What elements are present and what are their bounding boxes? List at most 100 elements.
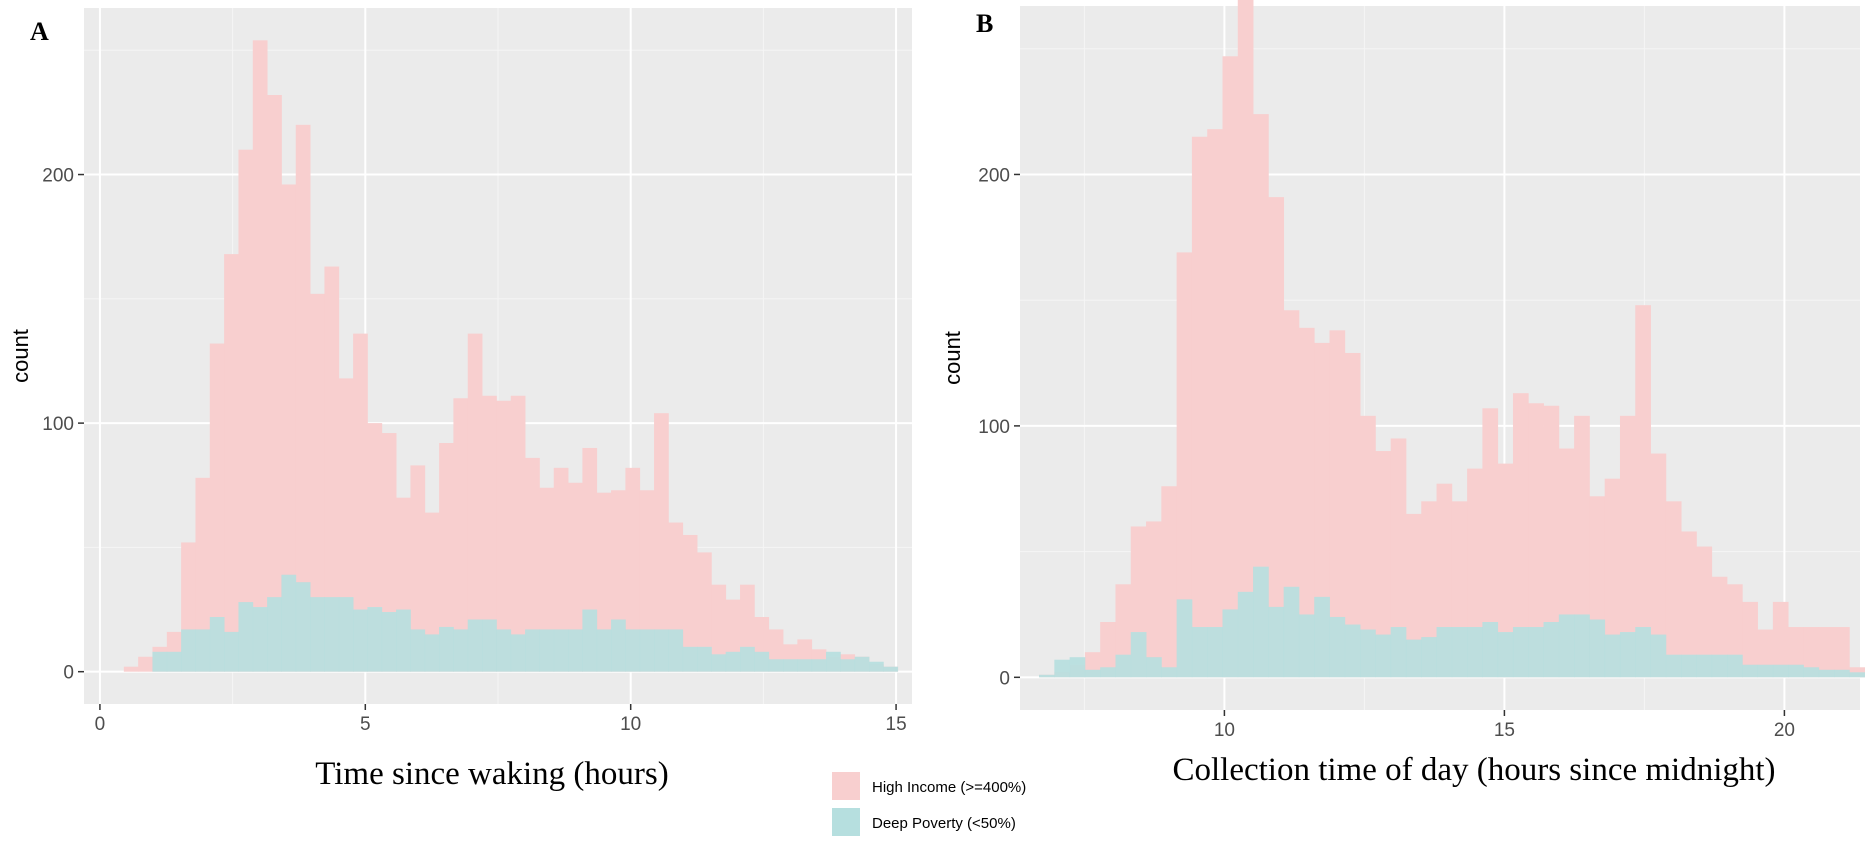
bar-high-income [1574, 415, 1590, 678]
bar-high-income [1635, 305, 1651, 678]
bar-high-income [252, 40, 268, 672]
bar-deep-poverty [1176, 599, 1193, 678]
bar-deep-poverty [1421, 637, 1437, 678]
bar-high-income [1803, 627, 1820, 678]
bar-high-income [1528, 403, 1544, 678]
bar-high-income [1512, 393, 1529, 678]
bar-deep-poverty [482, 619, 497, 672]
bar-deep-poverty [1451, 627, 1468, 678]
bar-deep-poverty [152, 651, 168, 672]
bar-deep-poverty [295, 582, 311, 672]
bar-deep-poverty [711, 654, 727, 672]
bar-deep-poverty [1711, 654, 1728, 678]
bar-deep-poverty [1574, 614, 1590, 678]
bar-deep-poverty [654, 629, 669, 672]
x-tick-label: 20 [1774, 720, 1795, 741]
panel-b-ylabel: count [940, 331, 965, 385]
bar-high-income [1834, 627, 1850, 678]
bar-deep-poverty [1665, 654, 1682, 678]
bar-deep-poverty [310, 597, 325, 672]
y-tick-label: 100 [42, 414, 74, 435]
bar-deep-poverty [1329, 616, 1346, 678]
x-tick-label: 0 [95, 714, 106, 735]
bar-deep-poverty [553, 629, 569, 672]
bar-deep-poverty [1788, 664, 1804, 678]
bar-high-income [467, 333, 483, 672]
bar-deep-poverty [381, 612, 397, 672]
bar-high-income [1818, 627, 1835, 678]
panel-a-xlabel: Time since waking (hours) [315, 756, 669, 792]
bar-deep-poverty [410, 629, 426, 672]
bar-deep-poverty [1849, 672, 1865, 678]
bar-deep-poverty [1207, 627, 1223, 678]
bar-high-income [295, 124, 311, 672]
bar-deep-poverty [1054, 659, 1071, 678]
bar-high-income [209, 343, 225, 672]
bar-deep-poverty [596, 629, 612, 672]
bar-high-income [639, 490, 655, 672]
bar-deep-poverty [1360, 629, 1376, 678]
bar-deep-poverty [1834, 669, 1850, 678]
bar-deep-poverty [1222, 609, 1239, 678]
bar-deep-poverty [510, 634, 526, 672]
bar-deep-poverty [1696, 654, 1713, 678]
bar-deep-poverty [826, 651, 841, 672]
legend: High Income (>=400%) Deep Poverty (<50%) [832, 772, 1026, 836]
bar-high-income [1115, 584, 1132, 678]
bar-deep-poverty [224, 631, 239, 672]
bar-high-income [1665, 501, 1682, 678]
bar-high-income [1711, 576, 1728, 678]
legend-key-deep-poverty [832, 808, 860, 836]
bar-deep-poverty [1727, 654, 1743, 678]
bar-high-income [324, 266, 340, 672]
bar-high-income [138, 656, 153, 672]
bar-deep-poverty [1803, 667, 1820, 678]
bar-high-income [1543, 405, 1560, 678]
bar-high-income [525, 457, 540, 672]
bar-high-income [424, 512, 440, 672]
bar-deep-poverty [1772, 664, 1789, 678]
bar-deep-poverty [869, 661, 884, 672]
bar-high-income [1375, 451, 1392, 678]
bar-deep-poverty [353, 609, 368, 672]
bar-deep-poverty [1619, 632, 1636, 678]
legend-label-high-income: High Income (>=400%) [872, 779, 1026, 796]
bar-high-income [1696, 546, 1713, 678]
bar-deep-poverty [424, 634, 440, 672]
bar-high-income [1604, 478, 1621, 678]
bar-deep-poverty [1497, 632, 1514, 678]
bar-deep-poverty [496, 629, 512, 672]
bar-deep-poverty [252, 607, 268, 672]
bar-deep-poverty [783, 659, 798, 672]
bar-high-income [1268, 197, 1285, 678]
bar-high-income [410, 465, 426, 672]
bar-deep-poverty [1818, 669, 1835, 678]
bar-deep-poverty [625, 629, 641, 672]
bar-deep-poverty [1084, 669, 1101, 678]
bar-deep-poverty [338, 597, 354, 672]
bar-high-income [1298, 327, 1315, 678]
bar-deep-poverty [1558, 614, 1575, 678]
bar-deep-poverty [238, 602, 254, 672]
bar-high-income [711, 584, 727, 672]
bar-high-income [453, 398, 469, 672]
bar-deep-poverty [668, 629, 684, 672]
bar-deep-poverty [1512, 627, 1529, 678]
bar-high-income [596, 492, 612, 672]
bar-deep-poverty [1482, 622, 1499, 678]
bar-high-income [1482, 408, 1499, 678]
bar-high-income [1421, 501, 1437, 678]
bar-high-income [267, 95, 282, 672]
bar-deep-poverty [1115, 654, 1132, 678]
bar-high-income [1314, 342, 1330, 678]
bar-high-income [625, 467, 641, 672]
bar-deep-poverty [1314, 596, 1330, 678]
bar-deep-poverty [1253, 566, 1269, 678]
bar-deep-poverty [525, 629, 540, 672]
bar-high-income [1619, 415, 1636, 678]
bar-deep-poverty [611, 619, 626, 672]
bar-deep-poverty [1161, 667, 1178, 678]
bar-high-income [510, 395, 526, 672]
bar-high-income [654, 413, 669, 672]
bar-high-income [1329, 330, 1346, 678]
